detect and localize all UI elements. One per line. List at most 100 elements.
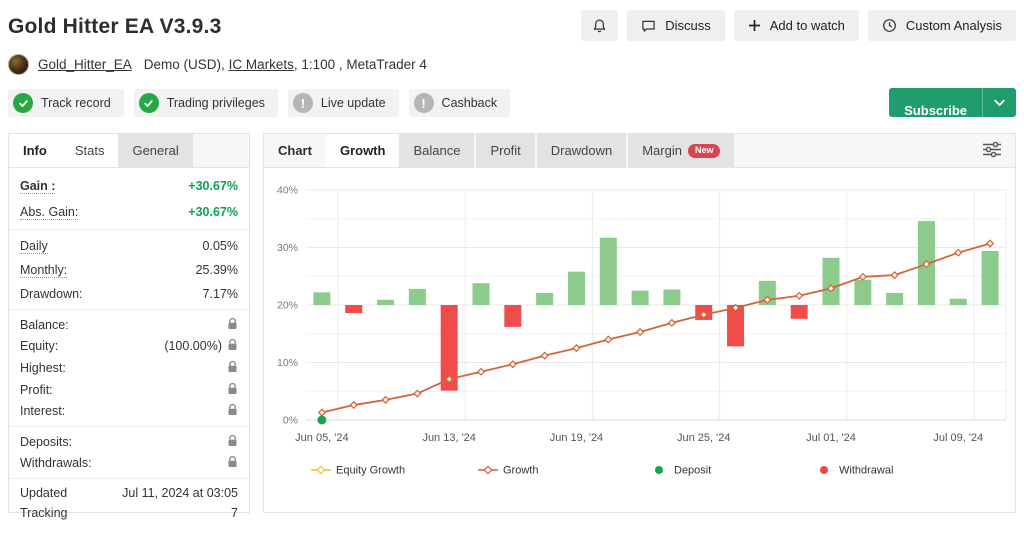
growth-marker: [540, 351, 549, 360]
account-details: Demo (USD), IC Markets, 1:100 , MetaTrad…: [144, 57, 427, 72]
stat-row-deposits: Deposits:: [20, 431, 238, 453]
gain-bar: [536, 292, 554, 305]
chart-tab-profit[interactable]: Profit: [476, 134, 535, 167]
gain-bar: [599, 237, 617, 305]
stat-label: Profit:: [20, 382, 53, 397]
badge-track-record: Track record: [8, 89, 124, 117]
chart-tab-margin[interactable]: Margin New: [628, 134, 735, 167]
check-icon: [13, 93, 33, 113]
chart-section-label: Chart: [278, 143, 312, 158]
broker-link[interactable]: IC Markets: [228, 57, 294, 72]
stat-value-wrap: 25.39%: [196, 263, 238, 277]
x-axis-tick: Jun 25, '24: [677, 432, 730, 444]
stat-value-wrap: 0.05%: [203, 239, 238, 253]
new-badge: New: [687, 143, 721, 158]
lock-icon: [227, 403, 238, 419]
chart-tab-label: Profit: [490, 143, 521, 158]
stat-value-wrap: +30.67%: [188, 205, 238, 219]
gain-bar: [949, 298, 967, 305]
legend-label-withdrawal: Withdrawal: [839, 465, 893, 477]
chart-panel-tabs: Chart Growth Balance Profit Drawdown Margin Ne…: [264, 134, 1015, 168]
notifications-button[interactable]: [581, 10, 619, 41]
main-content: Info Stats General Gain : +30.67% Abs. Gain:…: [8, 133, 1016, 520]
badge-cashback: ! Cashback: [408, 89, 511, 117]
subscribe-button[interactable]: Subscribe: [889, 88, 1016, 117]
account-name-link[interactable]: Gold_Hitter_EA: [38, 57, 132, 72]
stat-label: Interest:: [20, 404, 66, 419]
growth-line: [321, 242, 991, 414]
stat-label: Abs. Gain:: [20, 204, 79, 220]
growth-marker: [795, 291, 804, 300]
stat-row-monthly: Monthly: 25.39%: [20, 258, 238, 282]
gain-bar: [472, 283, 490, 305]
clock-icon: [882, 18, 897, 33]
stat-value: 7.17%: [202, 286, 238, 301]
badge-label: Track record: [41, 96, 111, 110]
legend-diamond-growth: [483, 465, 493, 475]
sliders-icon: [982, 141, 1002, 161]
y-axis-tick: 40%: [277, 185, 298, 197]
lock-icon: [227, 455, 238, 471]
growth-marker: [317, 408, 327, 417]
stat-value: (100.00%): [164, 339, 222, 354]
chart-tab-label: Growth: [339, 143, 386, 158]
stat-row-equity: Equity: (100.00%): [20, 336, 238, 358]
add-to-watch-button[interactable]: Add to watch: [733, 10, 859, 41]
legend-label-growth: Growth: [503, 465, 538, 477]
growth-marker: [413, 389, 422, 398]
stats-group: Deposits: Withdrawals:: [20, 431, 238, 474]
y-axis-tick: 0%: [283, 415, 298, 427]
y-axis-tick: 20%: [277, 300, 298, 312]
sidebar-tab-stats[interactable]: Stats: [60, 134, 119, 167]
stat-value: 25.39%: [195, 263, 238, 277]
stat-value-wrap: [227, 403, 238, 419]
stats-group: Updated Jul 11, 2024 at 03:05 Tracking 7: [20, 483, 238, 522]
loss-bar: [727, 305, 745, 347]
lock-icon: [227, 360, 238, 376]
discuss-button[interactable]: Discuss: [627, 10, 725, 41]
stat-label: Drawdown:: [20, 286, 83, 301]
stat-label: Balance:: [20, 317, 69, 332]
stat-value-wrap: 7: [231, 506, 238, 520]
growth-marker: [858, 272, 867, 281]
subscribe-dropdown-button[interactable]: [982, 88, 1016, 117]
x-axis-tick: Jul 09, '24: [933, 432, 983, 444]
badge-label: Cashback: [441, 96, 498, 110]
discuss-label: Discuss: [665, 18, 711, 33]
stat-label: Highest:: [20, 360, 66, 375]
sidebar-tab-general[interactable]: General: [118, 134, 193, 167]
growth-marker: [508, 360, 517, 369]
growth-marker: [699, 310, 708, 319]
growth-marker: [476, 367, 486, 376]
chart-tab-label: Drawdown: [550, 143, 613, 158]
chart-tab-growth[interactable]: Growth: [325, 134, 400, 167]
strip-spacer: [736, 134, 969, 167]
stats-group: Daily 0.05% Monthly: 25.39% Drawdown: 7.17%: [20, 234, 238, 305]
custom-analysis-button[interactable]: Custom Analysis: [867, 10, 1016, 41]
growth-marker: [667, 318, 677, 327]
stat-label: Monthly:: [20, 262, 68, 278]
chart-settings-button[interactable]: [969, 134, 1015, 167]
growth-chart[interactable]: 0% 10% 20% 30% 40% Jun 05, '24 Jun 13, '24 Jun …: [264, 168, 1015, 512]
growth-marker: [985, 239, 995, 248]
loss-bar: [440, 305, 458, 391]
gain-bar: [663, 289, 681, 305]
chart-tab-balance[interactable]: Balance: [399, 134, 475, 167]
badge-label: Trading privileges: [166, 96, 265, 110]
lock-icon: [227, 317, 238, 333]
stats-list: Gain : +30.67% Abs. Gain: +30.67% Daily 0.05%…: [9, 168, 249, 522]
stat-value-wrap: 7.17%: [203, 287, 238, 301]
stat-row-daily: Daily 0.05%: [20, 234, 238, 258]
page-title: Gold Hitter EA V3.9.3: [8, 15, 222, 38]
chevron-down-icon: [994, 94, 1005, 112]
chart-tab-drawdown[interactable]: Drawdown: [536, 134, 627, 167]
sidebar-tab-info[interactable]: Info: [9, 134, 61, 167]
stat-label: Tracking: [20, 505, 68, 520]
page: Gold Hitter EA V3.9.3 Discuss Add to wat…: [8, 10, 1016, 520]
divider: [9, 229, 249, 230]
stat-label: Gain :: [20, 178, 56, 194]
growth-marker: [954, 248, 963, 257]
stat-label: Updated: [20, 485, 68, 500]
plus-icon: [748, 19, 761, 32]
chart-panel: Chart Growth Balance Profit Drawdown Margin Ne…: [263, 133, 1016, 513]
